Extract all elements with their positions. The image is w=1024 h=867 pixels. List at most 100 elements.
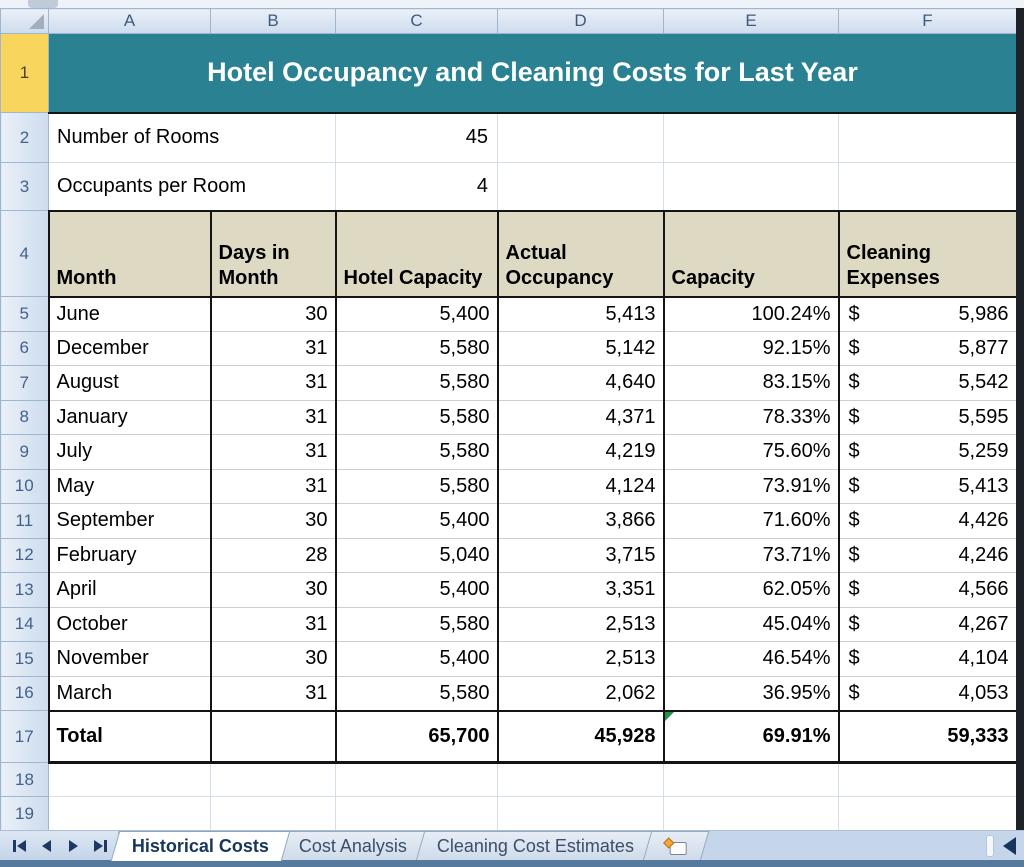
first-sheet-button[interactable] <box>8 835 31 857</box>
cell-hotel-capacity[interactable]: 5,580 <box>334 399 499 435</box>
column-header-e[interactable]: E <box>663 8 839 34</box>
tab-cost-analysis[interactable]: Cost Analysis <box>277 831 429 861</box>
row-header-18[interactable]: 18 <box>0 762 49 797</box>
cell-hotel-capacity[interactable]: 5,580 <box>334 606 499 642</box>
cell-actual-occupancy[interactable]: 2,513 <box>496 641 665 677</box>
cell-days[interactable]: 31 <box>209 365 337 401</box>
cell-days[interactable]: 31 <box>209 330 337 366</box>
row-header-1[interactable]: 1 <box>0 33 49 113</box>
cell-total-actual-occupancy[interactable]: 45,928 <box>496 709 665 764</box>
cell-cleaning-expenses[interactable]: $4,267 <box>837 606 1018 642</box>
cell-month[interactable]: October <box>47 606 212 642</box>
cell[interactable] <box>663 796 839 831</box>
cell-number-of-rooms-value[interactable]: 45 <box>335 112 498 163</box>
cell-cleaning-expenses[interactable]: $5,986 <box>837 296 1018 332</box>
row-header-19[interactable]: 19 <box>0 796 49 831</box>
cell-capacity-pct[interactable]: 71.60% <box>662 503 840 539</box>
cell-cleaning-expenses[interactable]: $5,413 <box>837 468 1018 504</box>
header-cell-cleaning-expenses[interactable]: Cleaning Expenses <box>837 209 1018 298</box>
cell[interactable] <box>838 162 1017 211</box>
row-header-5[interactable]: 5 <box>0 296 49 332</box>
column-header-d[interactable]: D <box>497 8 664 34</box>
cell-days[interactable]: 30 <box>209 641 337 677</box>
row-header-15[interactable]: 15 <box>0 641 49 677</box>
cell-actual-occupancy[interactable]: 3,351 <box>496 572 665 608</box>
column-header-b[interactable]: B <box>210 8 336 34</box>
cell[interactable] <box>663 162 839 211</box>
row-header-16[interactable]: 16 <box>0 675 49 711</box>
cell-actual-occupancy[interactable]: 5,142 <box>496 330 665 366</box>
header-cell-actual-occupancy[interactable]: Actual Occupancy <box>496 209 665 298</box>
cell-actual-occupancy[interactable]: 3,866 <box>496 503 665 539</box>
cell-month[interactable]: April <box>47 572 212 608</box>
cell-cleaning-expenses[interactable]: $4,053 <box>837 675 1018 711</box>
row-header-3[interactable]: 3 <box>0 162 49 211</box>
row-header-10[interactable]: 10 <box>0 468 49 504</box>
cell-month[interactable]: February <box>47 537 212 573</box>
row-header-17[interactable]: 17 <box>0 710 49 763</box>
last-sheet-button[interactable] <box>89 835 112 857</box>
tab-historical-costs[interactable]: Historical Costs <box>110 831 291 861</box>
row-header-6[interactable]: 6 <box>0 330 49 366</box>
cell-month[interactable]: December <box>47 330 212 366</box>
cell-month[interactable]: September <box>47 503 212 539</box>
cell-total-capacity-pct[interactable]: 69.91% <box>662 709 840 764</box>
cell-capacity-pct[interactable]: 73.71% <box>662 537 840 573</box>
cell-days[interactable]: 31 <box>209 399 337 435</box>
cell-hotel-capacity[interactable]: 5,400 <box>334 503 499 539</box>
cell-total-label[interactable]: Total <box>47 709 212 764</box>
cell-hotel-capacity[interactable]: 5,400 <box>334 641 499 677</box>
cell[interactable] <box>48 762 211 797</box>
cell-cleaning-expenses[interactable]: $5,542 <box>837 365 1018 401</box>
cell-capacity-pct[interactable]: 46.54% <box>662 641 840 677</box>
previous-sheet-button[interactable] <box>35 835 58 857</box>
cell-capacity-pct[interactable]: 78.33% <box>662 399 840 435</box>
header-cell-hotel-capacity[interactable]: Hotel Capacity <box>334 209 499 298</box>
cell-capacity-pct[interactable]: 83.15% <box>662 365 840 401</box>
header-cell-month[interactable]: Month <box>47 209 212 298</box>
cell-cleaning-expenses[interactable]: $5,877 <box>837 330 1018 366</box>
cell-actual-occupancy[interactable]: 4,124 <box>496 468 665 504</box>
cell-hotel-capacity[interactable]: 5,580 <box>334 468 499 504</box>
cell-total-hotel-capacity[interactable]: 65,700 <box>334 709 499 764</box>
cell[interactable] <box>48 796 211 831</box>
cell-cleaning-expenses[interactable]: $4,566 <box>837 572 1018 608</box>
cell[interactable] <box>335 796 498 831</box>
cell-cleaning-expenses[interactable]: $5,259 <box>837 434 1018 470</box>
column-header-c[interactable]: C <box>335 8 498 34</box>
cell-capacity-pct[interactable]: 100.24% <box>662 296 840 332</box>
row-header-4[interactable]: 4 <box>0 210 49 297</box>
cell-actual-occupancy[interactable]: 4,640 <box>496 365 665 401</box>
cell-days[interactable]: 30 <box>209 503 337 539</box>
cell-number-of-rooms-label[interactable]: Number of Rooms <box>48 112 336 163</box>
cell-capacity-pct[interactable]: 75.60% <box>662 434 840 470</box>
cell-cleaning-expenses[interactable]: $4,104 <box>837 641 1018 677</box>
cell-month[interactable]: November <box>47 641 212 677</box>
cell-capacity-pct[interactable]: 73.91% <box>662 468 840 504</box>
tab-splitter-handle[interactable] <box>986 835 994 857</box>
cell-hotel-capacity[interactable]: 5,400 <box>334 572 499 608</box>
cell[interactable] <box>335 762 498 797</box>
cell-days[interactable]: 31 <box>209 434 337 470</box>
cell-days[interactable]: 31 <box>209 675 337 711</box>
row-header-12[interactable]: 12 <box>0 537 49 573</box>
cell-month[interactable]: July <box>47 434 212 470</box>
cell-actual-occupancy[interactable]: 2,513 <box>496 606 665 642</box>
row-header-13[interactable]: 13 <box>0 572 49 608</box>
cell[interactable] <box>497 112 664 163</box>
row-header-7[interactable]: 7 <box>0 365 49 401</box>
cell-capacity-pct[interactable]: 62.05% <box>662 572 840 608</box>
cell[interactable] <box>838 762 1017 797</box>
cell-days[interactable]: 30 <box>209 296 337 332</box>
cell-hotel-capacity[interactable]: 5,580 <box>334 434 499 470</box>
cell-capacity-pct[interactable]: 45.04% <box>662 606 840 642</box>
cell-total-cleaning-expenses[interactable]: 59,333 <box>837 709 1018 764</box>
cell-actual-occupancy[interactable]: 3,715 <box>496 537 665 573</box>
cell-occupants-per-room-value[interactable]: 4 <box>335 162 498 211</box>
insert-worksheet-button[interactable] <box>642 831 710 861</box>
cell-actual-occupancy[interactable]: 5,413 <box>496 296 665 332</box>
cell-capacity-pct[interactable]: 36.95% <box>662 675 840 711</box>
cell-occupants-per-room-label[interactable]: Occupants per Room <box>48 162 336 211</box>
cell-hotel-capacity[interactable]: 5,580 <box>334 365 499 401</box>
cell-actual-occupancy[interactable]: 2,062 <box>496 675 665 711</box>
